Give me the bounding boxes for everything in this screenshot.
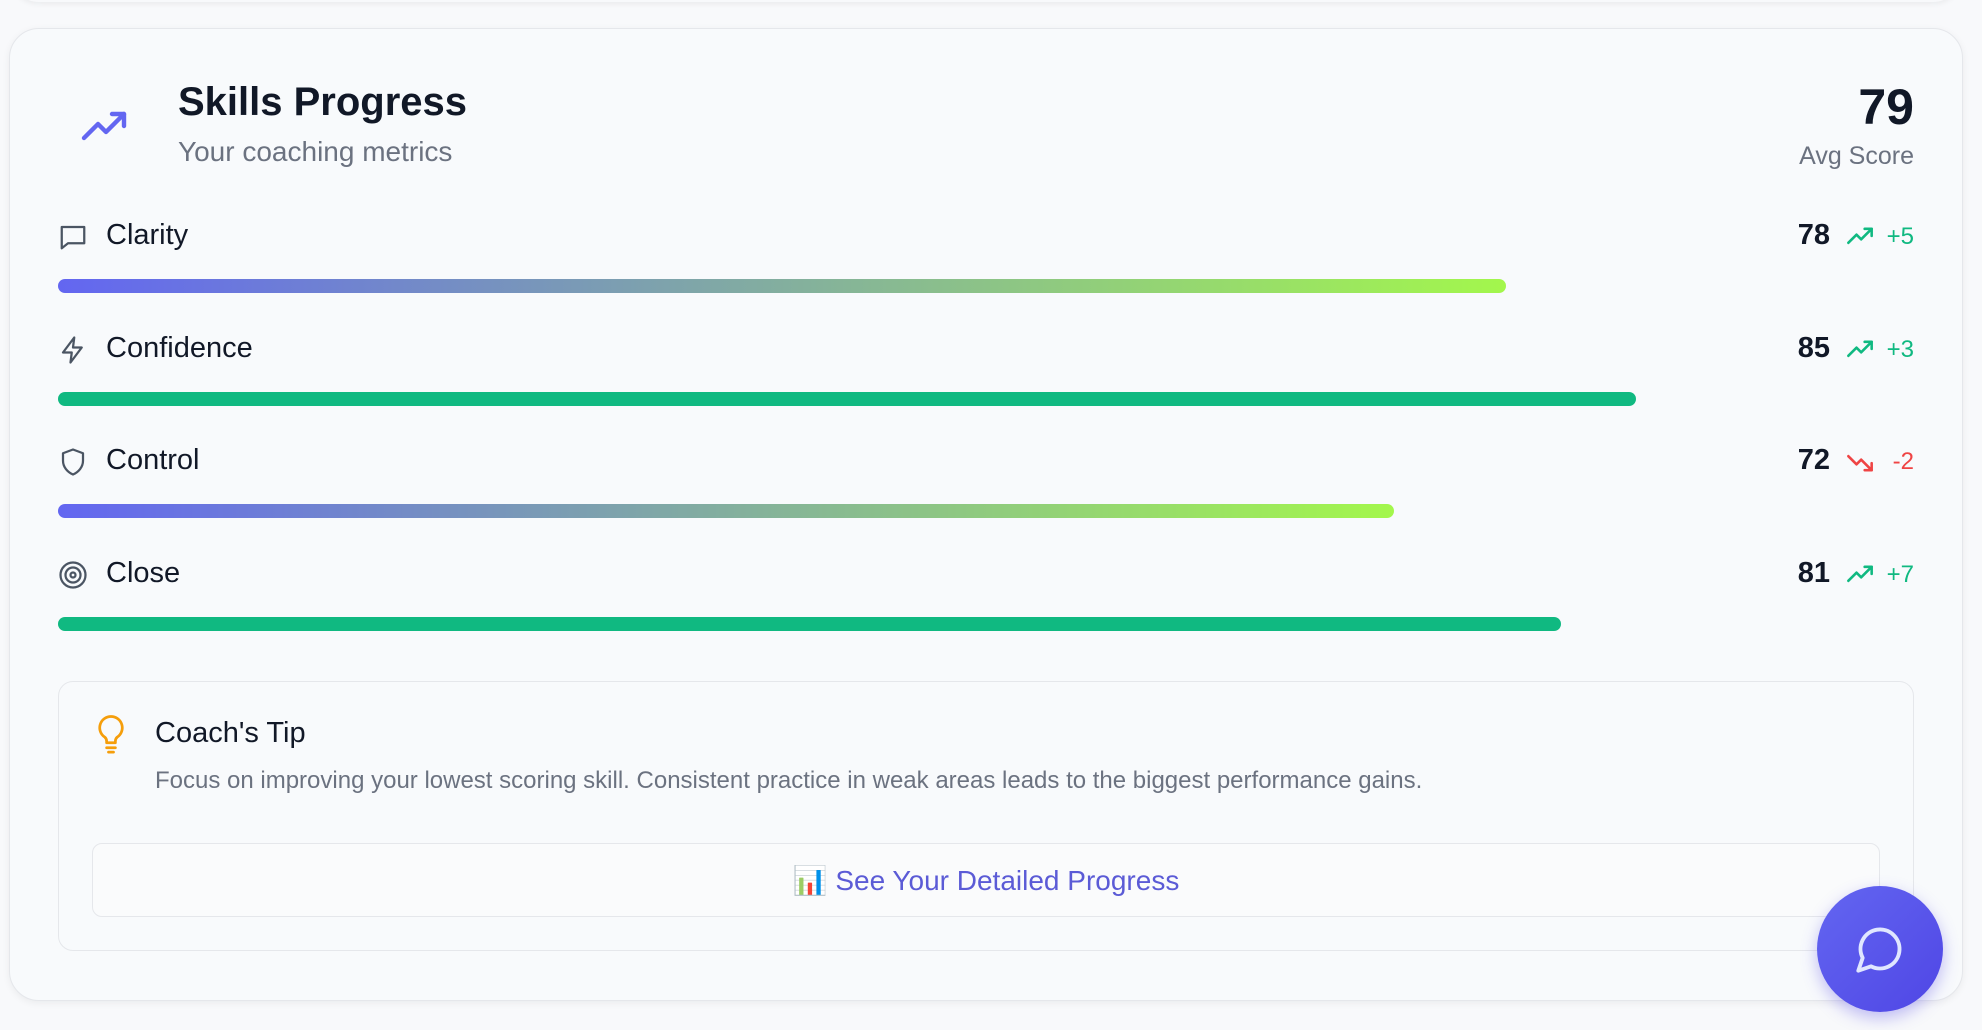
score-bar [58, 616, 1562, 631]
trend-arrow-svg [1847, 455, 1873, 472]
previous-card [9, 0, 1963, 2]
bulb-icon [98, 715, 124, 754]
skill-delta: +5 [1886, 223, 1914, 250]
trend-arrow [1846, 223, 1874, 251]
avg-score: 79 [1858, 79, 1914, 135]
bar-track [58, 391, 1914, 406]
skill-icon [58, 447, 88, 477]
skill-icon [58, 222, 88, 252]
skill-delta: +7 [1886, 560, 1914, 588]
score-bar [58, 391, 1636, 406]
skill-name: Control [106, 444, 200, 477]
skill-score: 72 [1797, 444, 1830, 477]
bar-track [58, 616, 1914, 631]
avg-label: Avg Score [1799, 142, 1914, 170]
skill-score: 85 [1797, 331, 1830, 364]
skill-score: 78 [1797, 219, 1830, 251]
skill-delta: +3 [1886, 335, 1914, 363]
bar-track [58, 504, 1914, 518]
skill-icon-svg [59, 561, 87, 589]
score-bar [58, 504, 1395, 518]
tip-title: Coach's Tip [155, 717, 306, 749]
bar-track [58, 279, 1914, 293]
skill-name: Confidence [106, 331, 253, 364]
chat-icon [1856, 927, 1902, 973]
skill-name: Close [106, 556, 181, 589]
trend-arrow-svg [1847, 565, 1873, 582]
skill-icon-svg [60, 225, 86, 250]
trend-arrow [1846, 561, 1874, 589]
skill-icon [58, 560, 88, 590]
score-bar [58, 279, 1506, 293]
progress-button[interactable]: 📊 See Your Detailed Progress [92, 843, 1880, 917]
subtitle: Your coaching metrics [178, 136, 453, 167]
skill-name: Clarity [106, 219, 189, 251]
trend-icon [81, 111, 127, 141]
trend-arrow [1846, 448, 1874, 476]
skill-icon-svg [61, 448, 85, 476]
skill-icon-svg [61, 335, 83, 364]
tip-text: Focus on improving your lowest scoring s… [155, 767, 1423, 794]
skill-delta: -2 [1892, 448, 1914, 476]
skill-score: 81 [1797, 556, 1830, 589]
trend-arrow-svg [1847, 340, 1873, 357]
chat-button[interactable] [1817, 886, 1943, 1012]
trend-arrow [1846, 336, 1874, 364]
title: Skills Progress [178, 80, 468, 124]
trend-arrow-svg [1847, 227, 1873, 245]
skill-icon [58, 335, 88, 365]
